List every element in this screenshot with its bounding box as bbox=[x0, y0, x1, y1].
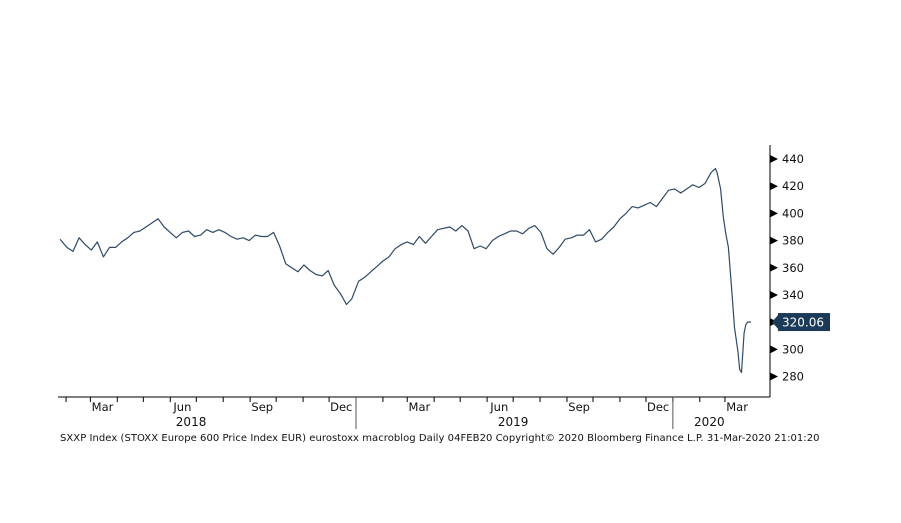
last-value-text: 320.06 bbox=[782, 316, 824, 330]
y-tick-marker bbox=[770, 345, 778, 354]
x-year-label: 2020 bbox=[694, 415, 725, 429]
y-tick-label: 400 bbox=[782, 206, 804, 220]
x-year-label: 2019 bbox=[498, 415, 529, 429]
chart-footer: SXXP Index (STOXX Europe 600 Price Index… bbox=[60, 433, 820, 444]
last-value-box bbox=[778, 313, 830, 332]
last-value-label: 320.06 bbox=[772, 313, 830, 332]
y-tick-marker bbox=[770, 236, 778, 245]
last-value-pointer bbox=[772, 314, 779, 331]
x-tick-label: Mar bbox=[92, 400, 114, 414]
x-tick-label: Mar bbox=[409, 400, 431, 414]
x-tick-label: Dec bbox=[647, 400, 669, 414]
y-tick-marker bbox=[770, 209, 778, 218]
y-tick-label: 440 bbox=[782, 152, 804, 166]
x-tick-label: Jun bbox=[489, 400, 508, 414]
series-line-sxxp bbox=[59, 167, 752, 373]
y-tick-label: 380 bbox=[782, 234, 804, 248]
y-tick-label: 420 bbox=[782, 179, 804, 193]
x-tick-label: Mar bbox=[726, 400, 748, 414]
y-tick-marker bbox=[770, 155, 778, 163]
x-tick-label: Jun bbox=[172, 400, 191, 414]
y-tick-marker bbox=[770, 372, 778, 381]
y-tick-marker bbox=[770, 290, 778, 299]
x-tick-label: Sep bbox=[251, 400, 273, 414]
x-axis: Mar Jun Sep Dec Mar Jun Sep Dec Mar 2018 2019 2020 bbox=[58, 396, 770, 429]
y-tick-label: 280 bbox=[782, 370, 804, 384]
y-axis: 280300320340360380400420440 bbox=[769, 145, 804, 397]
x-tick-label: Dec bbox=[330, 400, 352, 414]
x-year-label: 2018 bbox=[176, 415, 207, 429]
y-tick-label: 360 bbox=[782, 261, 804, 275]
y-tick-label: 300 bbox=[782, 342, 804, 356]
y-tick-marker bbox=[770, 182, 778, 191]
x-tick-label: Sep bbox=[568, 400, 590, 414]
y-tick-marker bbox=[770, 263, 778, 272]
y-tick-label: 340 bbox=[782, 288, 804, 302]
